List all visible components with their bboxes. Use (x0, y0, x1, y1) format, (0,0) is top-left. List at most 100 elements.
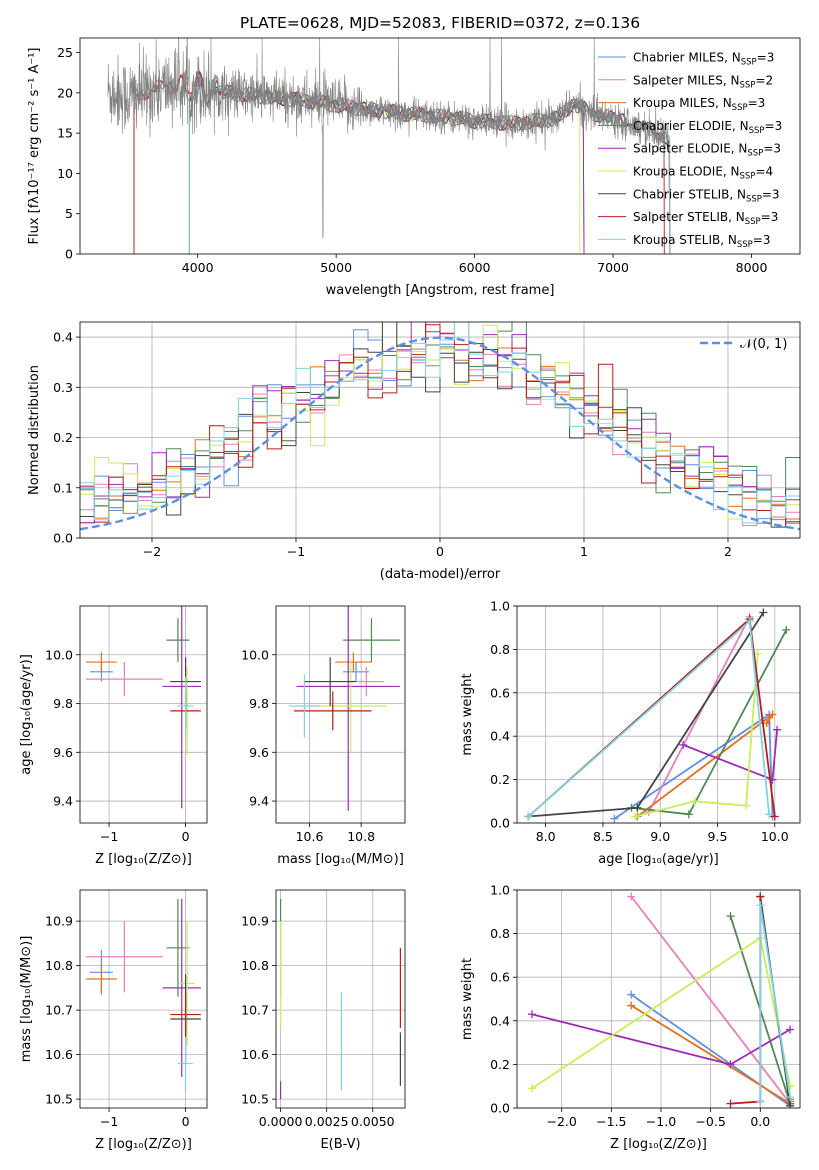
x-tick-label: 0 (436, 544, 444, 559)
y-tick-label: 9.6 (53, 745, 73, 760)
legend-name: Salpeter STELIB, (633, 210, 736, 224)
legend-label: Chabrier STELIB, NSSP=3 (633, 187, 780, 204)
plot-area (80, 322, 800, 531)
x-tick-label: −2 (143, 544, 161, 559)
y-tick-label: 5 (65, 206, 73, 221)
legend-count: =3 (765, 119, 783, 133)
x-tick-label: −1.5 (596, 1114, 626, 1129)
weight-point-marker (627, 892, 636, 901)
legend-subscript: SSP (745, 217, 761, 227)
weight-point-marker (684, 810, 693, 819)
weight-point-marker (690, 797, 699, 806)
x-tick-label: −0.5 (695, 1114, 725, 1129)
plot-area (527, 892, 795, 1108)
plot-area (86, 898, 201, 1091)
x-tick-label: 0.0000 (259, 1114, 303, 1129)
x-tick-label: −1 (100, 829, 118, 844)
y-tick-label: 0.2 (490, 1057, 510, 1072)
y-tick-label: 9.4 (249, 794, 269, 809)
x-tick-label: 0.0 (750, 1114, 770, 1129)
y-tick-label: 0.3 (53, 380, 73, 395)
x-axis-label: E(B-V) (320, 1137, 360, 1152)
legend-n: N (728, 233, 737, 247)
weight-point-marker (786, 1093, 795, 1102)
observed-spectrum-line (107, 38, 669, 239)
y-tick-label: 0.8 (490, 926, 510, 941)
weight-point-marker (786, 1025, 795, 1034)
plot-area (288, 606, 400, 811)
legend-count: =3 (757, 51, 775, 65)
y-tick-label: 10.7 (45, 1003, 73, 1018)
legend-name: Chabrier MILES, (633, 51, 732, 65)
y-tick-label: 0.0 (490, 1101, 510, 1116)
y-axis-label: Flux [fλ10⁻¹⁷ erg cm⁻² s⁻¹ A⁻¹] (27, 48, 42, 245)
legend-count: =4 (755, 165, 773, 179)
model-spectrum-line (188, 75, 581, 254)
y-tick-label: 10.5 (241, 1092, 269, 1107)
x-tick-label: 8.0 (536, 829, 556, 844)
legend-count: =3 (748, 96, 766, 110)
x-axis-label: Z [log₁₀(Z/Z⊙)] (610, 1137, 707, 1152)
weight-point-marker (756, 901, 765, 910)
legend-name: Kroupa MILES, (633, 96, 723, 110)
x-tick-label: 8.5 (593, 829, 613, 844)
y-tick-label: 1.0 (490, 883, 510, 898)
legend-subscript: SSP (737, 240, 753, 250)
legend-count: =3 (761, 210, 779, 224)
plot-area (86, 606, 201, 809)
y-tick-label: 10.8 (241, 958, 269, 973)
x-tick-label: −1 (287, 544, 305, 559)
weight-point-marker (786, 1101, 795, 1108)
y-tick-label: 0.8 (490, 642, 510, 657)
legend-n: N (731, 165, 740, 179)
weight-point-marker (753, 649, 762, 658)
plot-frame (79, 889, 208, 1109)
legend-label: Salpeter STELIB, NSSP=3 (633, 210, 778, 227)
legend-n: N (738, 142, 747, 156)
y-tick-label: 10.5 (45, 1092, 73, 1107)
legend-count: =3 (762, 187, 780, 201)
y-tick-label: 0.2 (490, 772, 510, 787)
y-tick-label: 10.0 (45, 647, 73, 662)
legend-n: N (732, 51, 741, 65)
y-tick-label: 0.6 (490, 685, 510, 700)
legend-label: Chabrier ELODIE, NSSP=3 (633, 119, 782, 136)
legend-name: Kroupa ELODIE, (633, 165, 731, 179)
y-tick-label: 0.4 (53, 330, 73, 345)
x-tick-label: 8000 (736, 260, 768, 275)
x-axis-label: (data-model)/error (380, 567, 501, 582)
y-tick-label: 0.2 (53, 430, 73, 445)
weight-point-marker (756, 1097, 765, 1106)
x-axis-label: wavelength [Angstrom, rest frame] (326, 283, 555, 298)
plot-area (280, 898, 401, 1100)
legend-label: Salpeter MILES, NSSP=2 (633, 73, 773, 90)
y-tick-label: 10.6 (45, 1047, 73, 1062)
legend-label: Salpeter ELODIE, NSSP=3 (633, 142, 781, 159)
legend-label: Kroupa STELIB, NSSP=3 (633, 233, 771, 250)
plot-frame (79, 37, 801, 255)
histogram-step-line (80, 322, 800, 526)
legend-subscript: SSP (740, 80, 756, 90)
legend-n: N (723, 96, 732, 110)
x-tick-label: 9.5 (708, 829, 728, 844)
weight-series-line (634, 653, 759, 818)
y-tick-label: 0.6 (490, 970, 510, 985)
y-tick-label: 15 (57, 126, 73, 141)
x-axis-label: Z [log₁₀(Z/Z⊙)] (95, 852, 192, 867)
x-tick-label: 1 (580, 544, 588, 559)
chart-title: PLATE=0628, MJD=52083, FIBERID=0372, z=0… (240, 14, 640, 32)
y-tick-label: 10.6 (241, 1047, 269, 1062)
weight-point-marker (679, 740, 688, 749)
y-tick-label: 0.1 (53, 480, 73, 495)
legend-label: 𝒩(0, 1) (740, 337, 787, 352)
weight-point-marker (527, 1084, 536, 1093)
weight-point-marker (768, 710, 777, 719)
legend-subscript: SSP (746, 194, 762, 204)
legend-name: Chabrier STELIB, (633, 187, 737, 201)
x-tick-label: 10.0 (761, 829, 789, 844)
mass-vs-ebv-panel: 0.0000 0.0025 0.0050 10.5 10.6 10.7 10.8 10.9 E(… (241, 889, 406, 1152)
plot-frame (516, 605, 801, 824)
legend-name: Kroupa STELIB, (633, 233, 728, 247)
y-tick-label: 0 (65, 247, 73, 262)
